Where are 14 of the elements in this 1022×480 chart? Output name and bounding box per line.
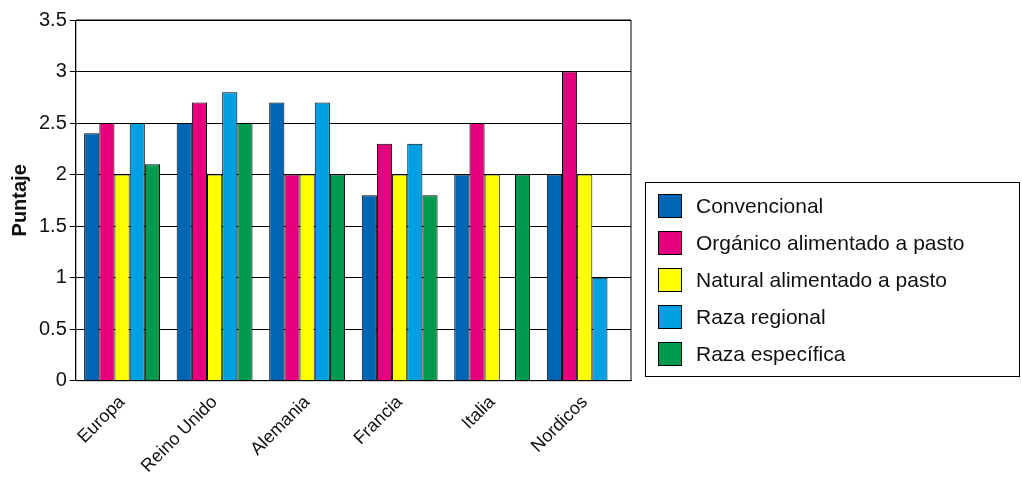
legend-label: Orgánico alimentado a pasto <box>696 230 965 255</box>
y-tick-label: 3.5 <box>38 7 67 30</box>
legend-label: Raza específica <box>696 341 846 366</box>
legend-label: Convencional <box>696 193 824 218</box>
y-tick-label: 2.5 <box>38 110 67 133</box>
y-tick-label: 0.5 <box>38 316 67 339</box>
y-tick-label: 1.5 <box>38 213 67 236</box>
y-tick-label: 1 <box>55 265 67 288</box>
y-tick-label: 3 <box>55 59 67 82</box>
y-tick-label: 0 <box>55 368 67 391</box>
y-axis-title: Puntaje <box>7 164 30 237</box>
legend-label: Raza regional <box>696 304 826 329</box>
y-tick-label: 2 <box>55 162 67 185</box>
legend-label: Natural alimentado a pasto <box>696 267 947 292</box>
